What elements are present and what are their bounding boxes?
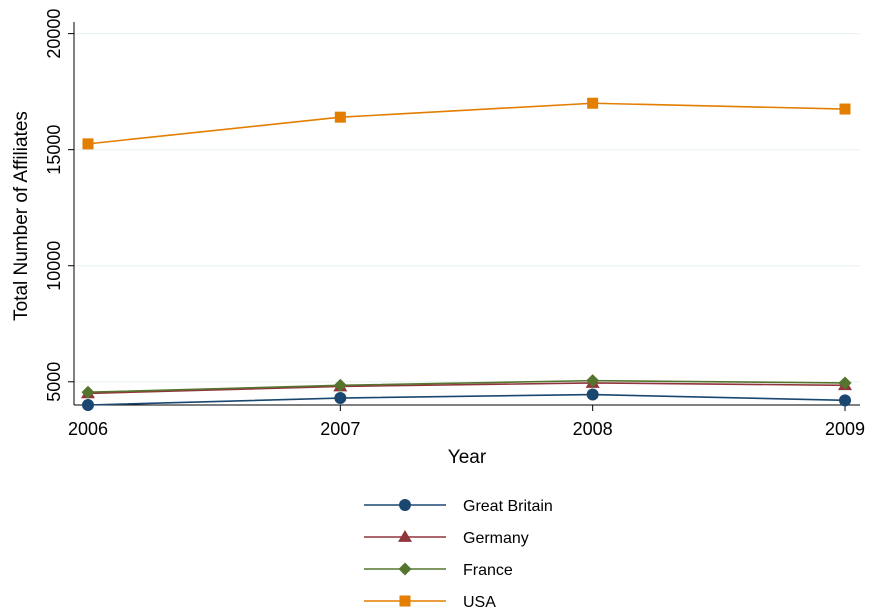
series-line-usa <box>87 102 846 145</box>
legend-marker-france <box>398 562 412 576</box>
data-point-france <box>81 385 95 399</box>
legend-item-france: France <box>364 562 513 579</box>
y-tick-label: 10000 <box>44 241 64 291</box>
x-axis-ticks: 2006 2007 2008 2009 <box>68 405 865 439</box>
legend-label-great-britain: Great Britain <box>463 498 553 515</box>
legend-item-germany: Germany <box>364 530 529 547</box>
data-point-great-britain <box>839 394 851 407</box>
y-tick-label: 15000 <box>44 125 64 175</box>
legend-marker-great-britain <box>399 499 411 511</box>
series-line-germany <box>87 382 846 395</box>
legend-label-usa: USA <box>463 594 496 611</box>
legend-item-usa: USA <box>364 594 496 611</box>
legend-marker-germany <box>398 530 412 542</box>
legend: Great Britain Germany France USA <box>364 498 553 611</box>
legend-marker-usa <box>399 595 411 607</box>
data-point-great-britain <box>82 399 94 411</box>
data-point-usa <box>334 111 346 123</box>
legend-label-france: France <box>463 562 513 579</box>
series-line-great-britain <box>87 393 846 406</box>
y-tick-label: 20000 <box>44 9 64 59</box>
legend-item-great-britain: Great Britain <box>364 498 553 515</box>
y-axis-title: Total Number of Affiliates <box>11 111 32 321</box>
data-point-great-britain <box>334 392 347 405</box>
series-group <box>81 97 852 411</box>
y-tick-label: 5000 <box>44 362 64 402</box>
data-point-usa <box>839 103 851 115</box>
series-line-france <box>87 379 846 394</box>
data-point-great-britain <box>586 388 599 401</box>
series-great-britain <box>82 388 851 411</box>
x-tick-label: 2009 <box>825 419 865 439</box>
legend-label-germany: Germany <box>463 530 529 547</box>
data-point-france <box>586 374 600 388</box>
data-point-usa <box>82 138 94 150</box>
data-point-usa <box>587 97 599 109</box>
x-tick-label: 2007 <box>320 419 360 439</box>
x-axis-title: Year <box>448 447 487 468</box>
x-tick-label: 2006 <box>68 419 108 439</box>
series-france <box>81 374 852 399</box>
data-point-france <box>838 376 852 390</box>
series-usa <box>82 97 851 150</box>
x-tick-label: 2008 <box>573 419 613 439</box>
data-point-france <box>333 378 347 392</box>
y-axis-ticks: 5000 10000 15000 20000 <box>44 9 74 402</box>
